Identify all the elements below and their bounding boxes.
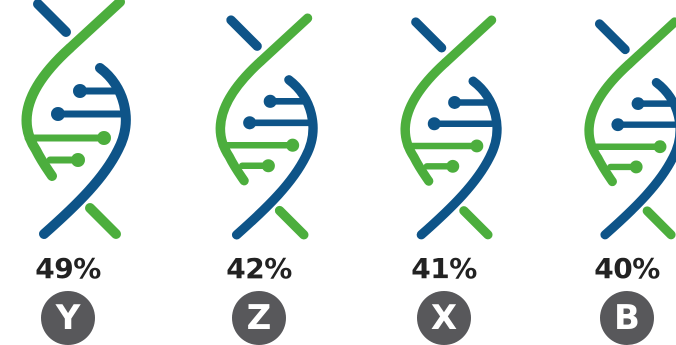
green-strand-top xyxy=(441,15,497,68)
blue-strand-top xyxy=(33,0,71,37)
base-pair-node xyxy=(470,139,484,153)
value-label: 40% xyxy=(594,252,660,285)
category-badge: B xyxy=(600,291,654,345)
base-pair-node xyxy=(263,94,277,108)
green-strand-top xyxy=(624,17,676,69)
chart-column: 40% B xyxy=(567,0,676,345)
category-label: X xyxy=(430,298,458,338)
category-label: Z xyxy=(246,298,272,338)
base-pair-node xyxy=(446,159,460,173)
blue-strand-top xyxy=(594,19,630,55)
base-pair-node xyxy=(631,97,645,111)
base-pair-node xyxy=(428,117,442,131)
dna-helix-icon xyxy=(401,15,503,240)
chart-column: 42% Z xyxy=(199,0,319,345)
base-pair-node xyxy=(243,116,257,130)
base-pair-node xyxy=(286,138,300,152)
base-pair-node xyxy=(71,153,85,167)
category-badge: X xyxy=(417,291,471,345)
green-strand-top xyxy=(65,0,125,53)
blue-strand-top xyxy=(226,15,262,51)
green-strand xyxy=(215,56,266,186)
dna-helix-icon xyxy=(215,13,318,240)
helix-mark xyxy=(21,0,131,239)
green-strand xyxy=(584,59,634,187)
category-badge: Z xyxy=(232,291,286,345)
green-strand xyxy=(21,43,75,181)
green-strand-top xyxy=(256,13,313,66)
base-pair-node xyxy=(261,159,275,173)
green-strand-bottom xyxy=(274,205,309,240)
base-pair-node xyxy=(448,96,462,110)
helix-mark xyxy=(584,17,676,240)
category-label: B xyxy=(614,298,640,338)
base-pair-node xyxy=(653,140,667,154)
base-pair-node xyxy=(51,107,65,121)
base-pair-node xyxy=(611,118,625,132)
base-pair-node xyxy=(73,84,87,98)
helix-mark xyxy=(215,13,318,240)
category-badge: Y xyxy=(41,291,95,345)
category-label: Y xyxy=(55,298,81,338)
value-label: 49% xyxy=(35,252,101,285)
dna-helix-icon xyxy=(584,17,676,240)
chart-column: 41% X xyxy=(384,0,504,345)
chart-column: 49% Y xyxy=(8,0,131,345)
dna-helix-icon xyxy=(21,0,131,239)
green-strand-bottom xyxy=(85,203,121,239)
value-label: 42% xyxy=(226,252,292,285)
base-pair-node xyxy=(629,160,643,174)
value-label: 41% xyxy=(411,252,477,285)
green-strand xyxy=(401,58,451,186)
base-pair-node xyxy=(97,131,111,145)
green-strand-bottom xyxy=(459,206,494,240)
blue-strand-top xyxy=(411,17,447,53)
green-strand-bottom xyxy=(642,206,676,240)
helix-mark xyxy=(401,15,503,240)
